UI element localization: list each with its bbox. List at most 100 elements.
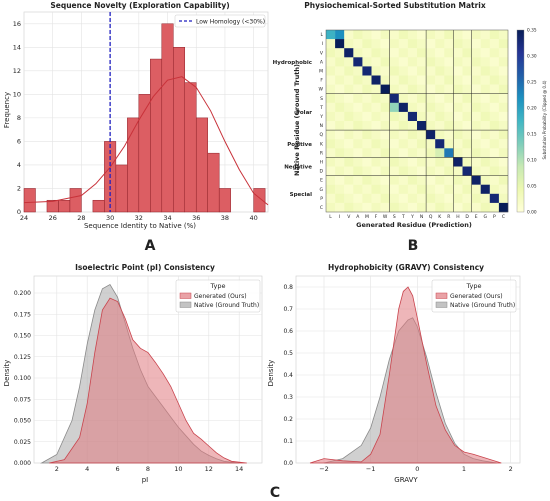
matrix-cell — [453, 30, 463, 40]
matrix-cell — [326, 166, 336, 176]
density-x-tick-label: 0 — [415, 465, 419, 473]
substitution-matrix-panel: Physiochemical-Sorted Substitution Matri… — [273, 1, 547, 229]
matrix-cell — [489, 148, 500, 158]
novelty-x-tick-label: 26 — [49, 214, 57, 222]
matrix-cell — [398, 30, 409, 40]
novelty-x-tick-label: 24 — [20, 214, 28, 222]
matrix-cell — [371, 193, 381, 204]
matrix-cell — [417, 130, 427, 140]
matrix-cell — [453, 57, 463, 67]
matrix-cell — [462, 184, 472, 194]
matrix-cell — [353, 111, 363, 122]
novelty-chart-title: Sequence Novelty (Exploration Capability… — [50, 1, 229, 10]
matrix-cell — [453, 175, 463, 185]
histogram-bar — [173, 47, 186, 213]
legend-title: Type — [210, 282, 226, 290]
matrix-cell — [326, 84, 336, 94]
matrix-cell — [462, 66, 472, 76]
histogram-bar — [127, 117, 140, 213]
matrix-cell — [353, 30, 363, 40]
matrix-cell — [389, 57, 399, 67]
matrix-row-label: F — [320, 78, 323, 84]
matrix-cell — [344, 166, 354, 176]
matrix-cell — [480, 157, 490, 167]
matrix-row-label: M — [319, 68, 323, 74]
matrix-cell — [362, 166, 372, 176]
matrix-cell — [480, 48, 490, 58]
matrix-cell — [489, 193, 500, 204]
matrix-cell — [371, 121, 381, 131]
matrix-cell — [462, 111, 472, 122]
matrix-cell — [371, 75, 381, 85]
matrix-cell — [380, 130, 390, 140]
matrix-cell — [480, 84, 490, 94]
matrix-col-label: F — [375, 214, 378, 220]
matrix-cell — [335, 84, 345, 94]
matrix-group-label: Hydrophobic — [273, 60, 312, 66]
matrix-cell — [326, 57, 336, 67]
matrix-cell — [398, 121, 409, 131]
matrix-cell — [453, 93, 463, 103]
matrix-cell — [389, 121, 399, 131]
matrix-cell — [344, 121, 354, 131]
matrix-col-label: M — [365, 214, 369, 220]
matrix-cell — [335, 57, 345, 67]
gravy-chart-title: Hydrophobicity (GRAVY) Consistency — [328, 263, 484, 272]
matrix-cell — [417, 148, 427, 158]
matrix-cell — [435, 184, 445, 194]
matrix-cell — [435, 175, 445, 185]
matrix-cell — [444, 75, 454, 85]
matrix-cell — [417, 202, 427, 213]
matrix-cell — [326, 184, 336, 194]
matrix-cell — [426, 148, 436, 158]
matrix-cell — [344, 148, 354, 158]
matrix-col-label: G — [484, 214, 488, 220]
histogram-bar — [195, 117, 208, 213]
matrix-cell — [353, 57, 363, 67]
matrix-cell — [389, 48, 399, 58]
matrix-cell — [371, 130, 381, 140]
matrix-cell — [489, 75, 500, 85]
matrix-cell — [435, 57, 445, 67]
matrix-cell — [371, 166, 381, 176]
density-y-tick-label: 0.8 — [283, 284, 293, 291]
histogram-bar — [253, 188, 266, 213]
matrix-cell — [453, 184, 463, 194]
matrix-cell — [344, 130, 354, 140]
matrix-cell — [398, 75, 409, 85]
density-y-tick-label: 0.0 — [283, 460, 293, 467]
matrix-row-label: C — [320, 205, 323, 211]
matrix-cell — [398, 175, 409, 185]
matrix-cell — [371, 184, 381, 194]
matrix-cell — [444, 111, 454, 122]
matrix-cell — [326, 102, 336, 113]
matrix-cell — [353, 139, 363, 149]
matrix-cell — [353, 175, 363, 185]
matrix-cell — [326, 93, 336, 103]
density-y-tick-label: 0.4 — [283, 372, 293, 379]
density-x-tick-label: −1 — [366, 465, 376, 473]
colorbar — [516, 29, 525, 213]
novelty-x-tick-label: 30 — [106, 214, 114, 222]
histogram-bar — [58, 199, 71, 213]
matrix-cell — [471, 175, 481, 185]
matrix-cell — [326, 75, 336, 85]
matrix-cell — [335, 75, 345, 85]
matrix-cell — [362, 184, 372, 194]
legend-low-homology-label: Low Homology (<30%) — [196, 19, 265, 26]
matrix-cell — [453, 148, 463, 158]
matrix-cell — [426, 157, 436, 167]
matrix-cell — [371, 57, 381, 67]
matrix-cell — [480, 30, 490, 40]
matrix-cell — [353, 184, 363, 194]
matrix-cell — [426, 202, 436, 213]
matrix-cell — [335, 184, 345, 194]
matrix-cell — [462, 202, 472, 213]
colorbar-tick-label: 0.20 — [527, 106, 537, 112]
matrix-cell — [353, 48, 363, 58]
density-legend-box — [175, 279, 261, 313]
pi-xlabel: pI — [142, 476, 149, 484]
matrix-cell — [362, 157, 372, 167]
matrix-cell — [353, 39, 363, 49]
matrix-cell — [398, 166, 409, 176]
